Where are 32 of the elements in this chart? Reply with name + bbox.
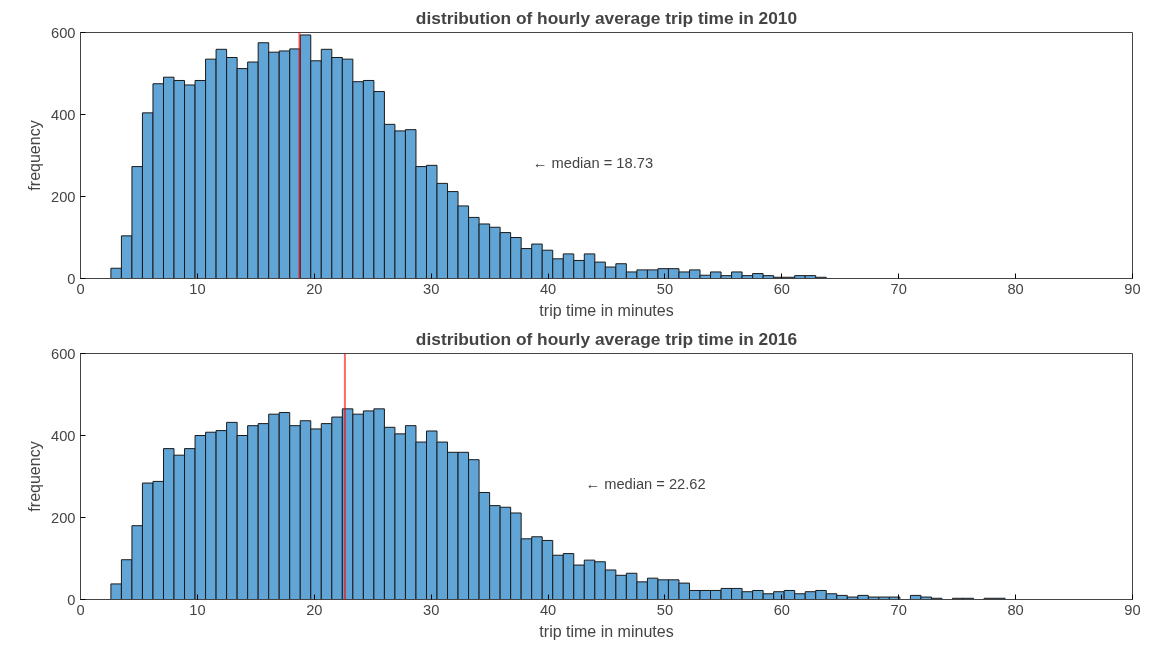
y-axis-title: frequency (26, 441, 44, 512)
y-tick-label: 400 (51, 427, 76, 444)
x-tick-label: 40 (539, 280, 557, 297)
x-tick-label: 70 (890, 601, 907, 618)
x-tick-label: 90 (1124, 280, 1141, 297)
x-tick-label: 50 (656, 280, 674, 297)
y-tick-label: 200 (51, 188, 76, 205)
x-axis-title: trip time in minutes (539, 622, 674, 640)
y-tick-label: 600 (51, 345, 76, 362)
x-tick-label: 30 (423, 601, 440, 618)
chart-title: distribution of hourly average trip time in 2016 (415, 328, 798, 349)
x-tick-label: 60 (773, 601, 790, 618)
x-tick-label: 10 (189, 280, 206, 297)
x-tick-label: 90 (1124, 601, 1141, 618)
y-axis-title: frequency (26, 120, 44, 191)
y-tick-label: 400 (51, 106, 76, 123)
x-tick-label: 80 (1007, 601, 1024, 618)
x-tick-label: 30 (423, 280, 440, 297)
x-tick-label: 20 (306, 280, 323, 297)
annotation: ← median = 22.62 (585, 476, 706, 492)
x-tick-label: 80 (1007, 280, 1024, 297)
x-tick-label: 40 (539, 601, 557, 618)
chart-title: distribution of hourly average trip time in 2010 (415, 7, 798, 28)
x-tick-label: 20 (306, 601, 323, 618)
x-tick-label: 70 (890, 280, 907, 297)
x-axis-title: trip time in minutes (539, 301, 674, 319)
annotation: ← median = 18.73 (532, 155, 654, 171)
y-tick-label: 200 (51, 509, 76, 526)
x-tick-label: 10 (189, 601, 206, 618)
x-tick-label: 50 (656, 601, 674, 618)
y-tick-label: 600 (51, 24, 76, 41)
x-tick-label: 60 (773, 280, 790, 297)
